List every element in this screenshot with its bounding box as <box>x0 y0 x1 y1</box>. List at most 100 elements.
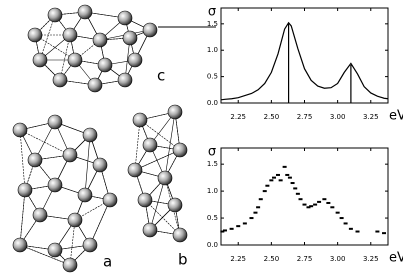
atom <box>62 147 78 163</box>
atom <box>97 57 113 73</box>
point <box>313 203 318 206</box>
atom <box>47 177 63 193</box>
bond <box>164 177 181 236</box>
point <box>330 206 335 209</box>
atom <box>12 122 28 138</box>
atom <box>62 257 78 273</box>
atom <box>77 187 93 203</box>
point <box>285 173 290 176</box>
point <box>302 203 307 206</box>
y-axis-label: σ <box>208 145 216 160</box>
point <box>253 211 258 214</box>
y-tick-label: 1.0 <box>207 187 218 195</box>
atom <box>87 77 103 93</box>
atom <box>47 7 63 23</box>
atom <box>102 192 118 208</box>
y-tick-label: 1.5 <box>207 160 218 168</box>
point <box>220 230 225 233</box>
point <box>355 230 360 233</box>
atom <box>132 112 148 128</box>
atom <box>127 162 143 178</box>
point <box>287 176 292 179</box>
bond <box>149 177 166 231</box>
point <box>278 179 283 182</box>
y-tick-label: 0.5 <box>207 214 218 222</box>
atom <box>82 237 98 253</box>
point <box>343 222 348 225</box>
bond <box>134 169 146 201</box>
point <box>298 198 303 201</box>
atom <box>117 10 133 26</box>
x-axis-label: eV <box>389 109 403 124</box>
atom <box>157 170 173 186</box>
x-tick-label: 3.25 <box>363 113 379 121</box>
atom <box>142 222 158 238</box>
point <box>262 190 267 193</box>
x-tick-label: 3.00 <box>330 113 346 121</box>
bond <box>74 39 101 61</box>
atom <box>167 197 183 213</box>
bond <box>19 129 26 191</box>
atom <box>67 52 83 68</box>
bond <box>19 189 26 246</box>
atom <box>82 127 98 143</box>
x-tick-label: 2.25 <box>230 113 246 121</box>
point <box>265 184 270 187</box>
point <box>236 225 241 228</box>
atom <box>172 227 188 243</box>
atom <box>137 192 153 208</box>
point <box>256 206 261 209</box>
point <box>339 217 344 220</box>
atom <box>77 4 93 20</box>
bond <box>89 199 111 246</box>
atom <box>62 27 78 43</box>
y-tick-label: 0.0 <box>207 241 218 249</box>
atom <box>127 52 143 68</box>
point <box>348 227 353 230</box>
bond <box>134 149 181 171</box>
point <box>222 229 227 232</box>
point <box>290 182 295 185</box>
x-tick-label: 2.50 <box>264 255 280 263</box>
point <box>309 205 314 208</box>
atom <box>52 72 68 88</box>
point <box>322 198 327 201</box>
bond <box>59 34 71 81</box>
bond <box>34 34 76 61</box>
atom <box>32 52 48 68</box>
point <box>275 173 280 176</box>
x-tick-label: 2.25 <box>230 255 246 263</box>
x-tick-label: 2.75 <box>297 255 313 263</box>
point <box>293 187 298 190</box>
bond <box>69 219 76 266</box>
atom <box>142 137 158 153</box>
atom <box>27 152 43 168</box>
atom <box>92 157 108 173</box>
x-axis-label: eV <box>389 251 403 266</box>
bond <box>164 111 176 179</box>
bond <box>24 159 36 191</box>
point <box>249 217 254 220</box>
point <box>272 176 277 179</box>
point <box>295 192 300 195</box>
point <box>317 200 322 203</box>
panel-label: b <box>178 251 188 269</box>
plot-frame <box>220 147 389 246</box>
bond <box>139 119 181 151</box>
point <box>242 222 247 225</box>
panel-label: a <box>103 253 112 271</box>
x-tick-label: 2.75 <box>297 113 313 121</box>
y-tick-label: 1.0 <box>207 46 218 54</box>
point <box>375 230 380 233</box>
point <box>382 232 387 235</box>
clusters <box>12 4 188 273</box>
y-axis-label: σ <box>208 5 216 20</box>
panel-label: c <box>157 67 165 85</box>
y-tick-label: 0.0 <box>207 99 218 107</box>
x-tick-label: 3.00 <box>330 255 346 263</box>
atom <box>47 242 63 258</box>
atom <box>172 142 188 158</box>
atom <box>122 30 138 46</box>
x-tick-label: 2.50 <box>264 113 280 121</box>
